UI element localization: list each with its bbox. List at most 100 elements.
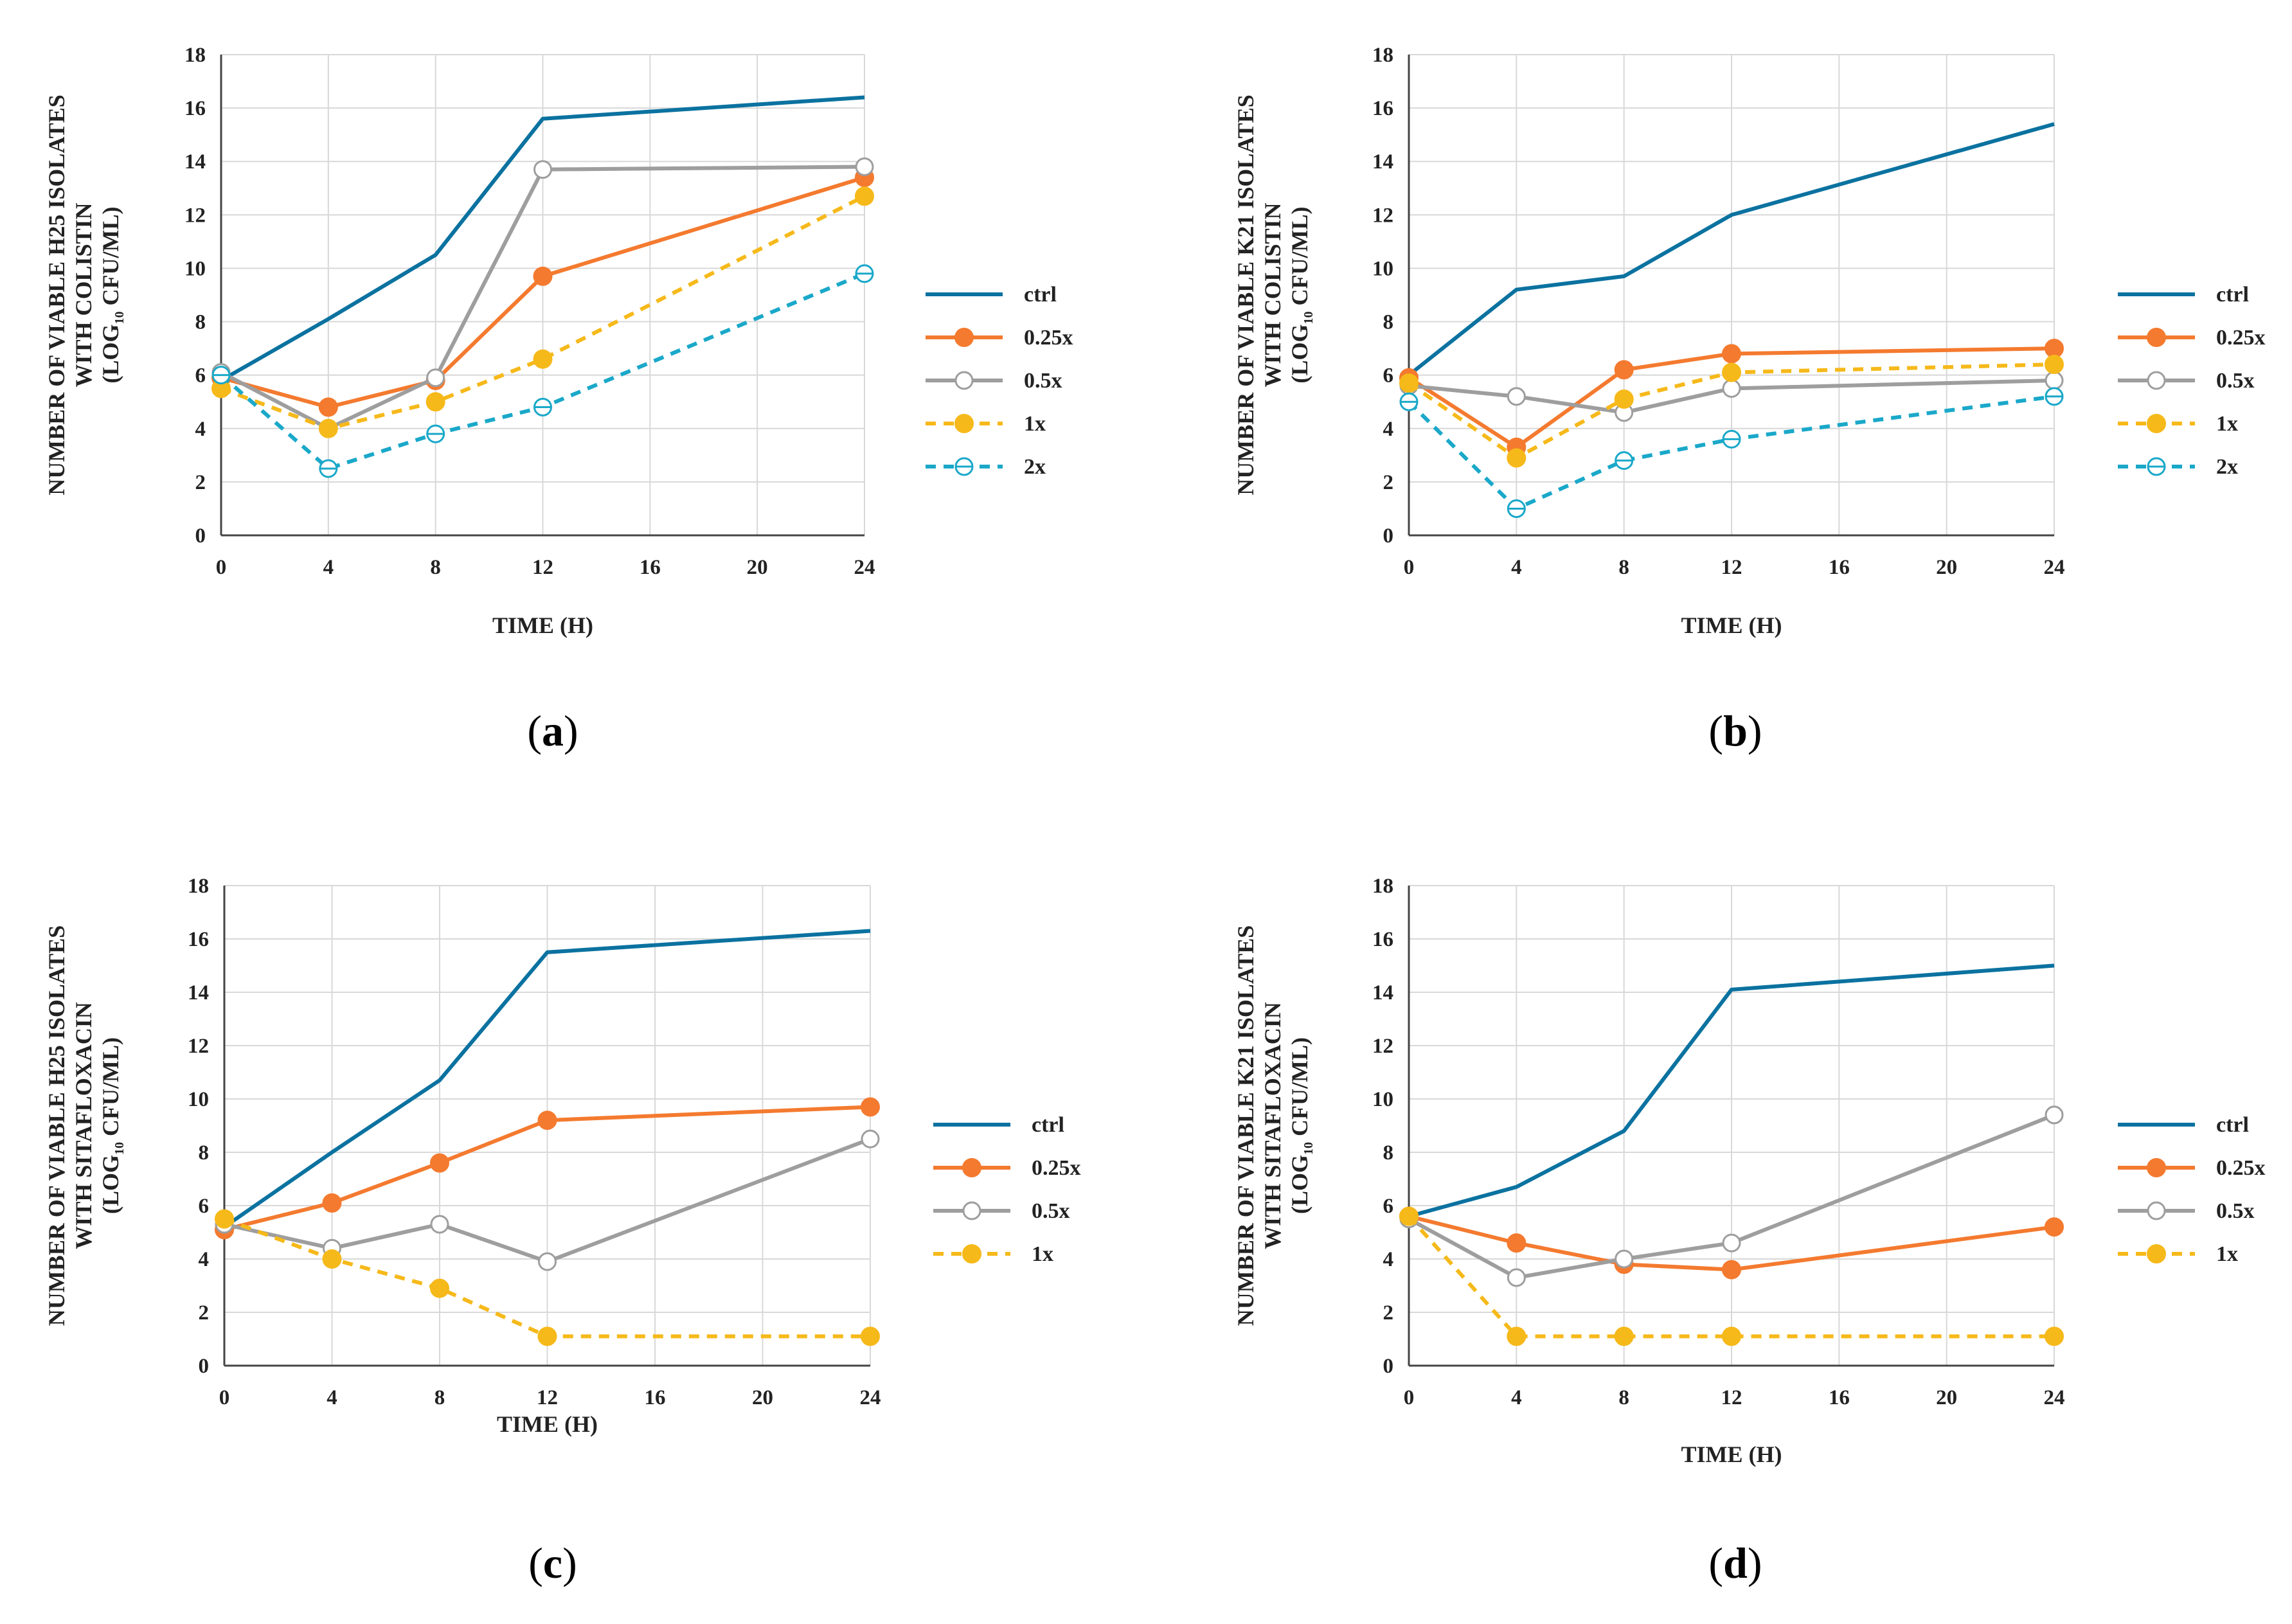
x-axis-title: TIME (H) [492, 612, 593, 638]
legend-marker [962, 1158, 981, 1177]
data-point-025x [1507, 1233, 1527, 1253]
data-point-05x [533, 160, 552, 179]
y-axis-title-line: WITH SITAFLOXACIN [71, 1002, 96, 1249]
y-tick-label: 16 [1372, 928, 1393, 951]
y-axis-title-line: WITH COLISTIN [1260, 202, 1285, 387]
y-tick-label: 4 [195, 418, 206, 441]
x-axis-title: TIME (H) [1681, 1441, 1782, 1467]
y-tick-label: 10 [1372, 257, 1393, 280]
legend-item-ctrl: ctrl [933, 1113, 1064, 1137]
y-tick-label: 4 [1383, 418, 1394, 441]
data-point-2x [533, 398, 552, 417]
series-2x [211, 264, 874, 478]
y-tick-label: 10 [184, 257, 206, 280]
data-point-2x [1615, 451, 1634, 470]
y-tick-label: 2 [1383, 471, 1394, 494]
data-point-2x [426, 424, 445, 443]
data-point-025x [2045, 1217, 2064, 1237]
data-point-1x [1722, 362, 1741, 382]
legend-marker [2147, 414, 2166, 433]
series-2x [1399, 387, 2064, 518]
y-tick-label: 6 [1383, 1195, 1394, 1218]
x-tick-label: 4 [1511, 1386, 1522, 1409]
x-tick-label: 16 [645, 1386, 666, 1409]
x-tick-label: 12 [1721, 556, 1742, 579]
data-point-025x [318, 397, 338, 417]
data-point-05x [430, 1215, 449, 1234]
legend: ctrl 0.25x 0.5x 1x 2x [926, 283, 1073, 479]
y-axis-title: NUMBER OF VIABLE K21 ISOLATES WITH COLIST… [1233, 94, 1316, 495]
legend-label: 2x [1024, 455, 1046, 479]
data-point-025x [533, 266, 553, 286]
data-point-2x [2045, 387, 2064, 406]
legend: ctrl 0.25x 0.5x 1x [2118, 1113, 2266, 1266]
legend-item-ctrl: ctrl [2118, 1113, 2249, 1137]
series-1x [1399, 355, 2064, 468]
x-tick-label: 24 [2044, 1386, 2065, 1409]
y-axis-unit: (LOG10 CFU/ML) [98, 1037, 127, 1214]
x-tick-label: 12 [532, 556, 553, 579]
data-point-1x [1399, 373, 1419, 393]
series-1x [211, 186, 874, 438]
legend-item-1x: 1x [933, 1242, 1053, 1266]
series-line-1x [223, 1217, 870, 1339]
x-tick-label: 8 [1618, 1386, 1629, 1409]
x-tick-label: 24 [854, 556, 875, 579]
legend-item-05x: 0.5x [933, 1199, 1070, 1223]
data-point-1x [2045, 355, 2064, 375]
y-tick-label: 14 [1372, 150, 1393, 174]
data-point-1x [425, 392, 445, 412]
x-tick-label: 8 [434, 1386, 445, 1409]
data-point-1x [2045, 1326, 2064, 1346]
y-axis-title-line: WITH COLISTIN [71, 202, 96, 387]
y-tick-label: 12 [1372, 204, 1393, 227]
data-point-1x [1507, 448, 1527, 468]
data-point-1x [1722, 1326, 1741, 1346]
y-tick-label: 0 [195, 524, 206, 548]
legend-marker [2147, 371, 2166, 390]
legend-label: 1x [1032, 1242, 1053, 1266]
y-tick-label: 10 [188, 1088, 209, 1111]
y-tick-label: 8 [1383, 311, 1394, 334]
x-tick-label: 12 [1721, 1386, 1742, 1409]
x-tick-label: 0 [1404, 556, 1415, 579]
legend-item-025x: 0.25x [2118, 326, 2266, 350]
y-axis-title-line: NUMBER OF VIABLE H25 ISOLATES [44, 94, 69, 495]
data-point-1x [1507, 1326, 1527, 1346]
data-point-025x [537, 1111, 557, 1130]
series-line-ctrl [1408, 963, 2055, 1218]
data-point-05x [1722, 379, 1741, 398]
data-point-1x [322, 1249, 342, 1269]
y-axis-unit: (LOG10 CFU/ML) [1287, 1037, 1316, 1214]
y-tick-label: 6 [1383, 364, 1394, 388]
legend-marker [2147, 457, 2166, 476]
legend-label: ctrl [1024, 283, 1057, 307]
y-axis-title: NUMBER OF VIABLE K21 ISOLATES WITH SITAFL… [1233, 925, 1316, 1326]
y-tick-label: 18 [188, 875, 209, 898]
y-axis-title: NUMBER OF VIABLE H25 ISOLATES WITH SITAFL… [44, 925, 127, 1326]
data-point-1x [1614, 389, 1634, 409]
legend-label: 0.5x [1024, 369, 1062, 393]
data-point-05x [855, 157, 874, 177]
series-ctrl [1408, 122, 2055, 377]
legend-label: 0.25x [1024, 326, 1073, 350]
series-line-ctrl [220, 95, 865, 382]
data-point-1x [861, 1326, 880, 1346]
data-point-1x [855, 186, 874, 206]
series-1x [215, 1209, 880, 1346]
legend-marker [2147, 1244, 2166, 1263]
data-point-1x [430, 1278, 449, 1298]
y-tick-label: 12 [1372, 1035, 1393, 1058]
data-point-1x [533, 349, 553, 369]
y-axis-title-line: NUMBER OF VIABLE H25 ISOLATES [44, 925, 69, 1326]
x-tick-label: 16 [1829, 1386, 1850, 1409]
data-point-1x [215, 1209, 234, 1229]
y-tick-label: 16 [184, 97, 206, 120]
y-tick-label: 16 [1372, 97, 1393, 120]
y-axis-unit: (LOG10 CFU/ML) [98, 207, 127, 384]
legend-marker [962, 1201, 981, 1220]
panel-label: (a) [527, 706, 578, 755]
legend-item-2x: 2x [2118, 455, 2238, 479]
